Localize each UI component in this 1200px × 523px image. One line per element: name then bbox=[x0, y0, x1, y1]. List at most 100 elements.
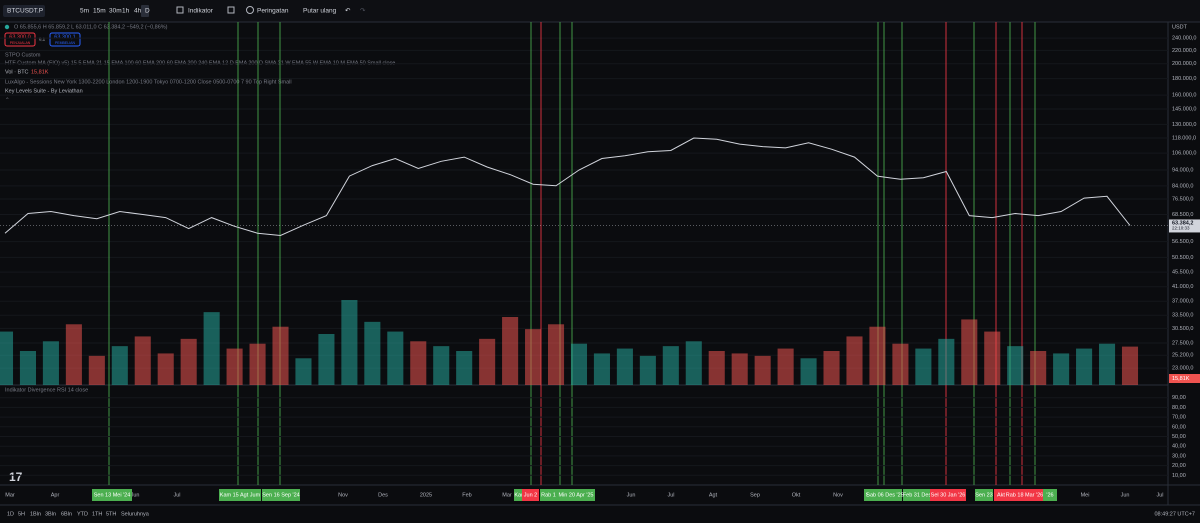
collapse-arrow[interactable]: ⌃ bbox=[5, 96, 10, 103]
last-price-label: 63.384,2 bbox=[1172, 220, 1193, 226]
range-button[interactable]: 1Bln bbox=[30, 511, 41, 517]
date-badge-label: '26 bbox=[1046, 492, 1053, 498]
interval[interactable]: 30m bbox=[109, 8, 122, 15]
rsi-tick-label: 20,00 bbox=[1172, 463, 1186, 469]
volume-bar bbox=[685, 341, 702, 385]
date-badge bbox=[262, 489, 300, 501]
buy-label[interactable]: PEMBELIAN bbox=[55, 41, 76, 45]
volume-bar bbox=[502, 317, 519, 385]
date-badge-label: Rab 1 bbox=[541, 492, 556, 498]
volume-bar bbox=[938, 338, 955, 385]
volume-bar bbox=[387, 331, 404, 385]
rsi-tick-label: 30,00 bbox=[1172, 453, 1186, 459]
y-tick-label: 25.200,0 bbox=[1172, 353, 1193, 359]
buy-price[interactable]: 63.300,1 bbox=[54, 34, 75, 40]
range-button[interactable]: YTD bbox=[77, 511, 88, 517]
indicator-name[interactable]: Key Levels Suite - By Leviathan bbox=[5, 88, 83, 94]
indicators-button[interactable]: Indikator bbox=[188, 8, 214, 15]
x-tick-label: 2025 bbox=[420, 492, 432, 498]
date-badge bbox=[540, 489, 557, 501]
logo: 17 bbox=[9, 470, 23, 484]
interval[interactable]: 4h bbox=[134, 8, 142, 15]
sell-box[interactable] bbox=[4, 32, 36, 47]
date-badge bbox=[249, 489, 261, 501]
range-button[interactable]: 6Bln bbox=[61, 511, 72, 517]
date-badge-label: Rab 18 Mar '26 bbox=[1006, 492, 1043, 498]
rsi-name[interactable]: Indikator Divergence RSI 14 close bbox=[5, 387, 88, 393]
volume-tag bbox=[1169, 374, 1200, 383]
volume-bar bbox=[846, 336, 863, 385]
x-tick-label: Nov bbox=[338, 492, 348, 498]
toolbar bbox=[0, 0, 1200, 22]
redo[interactable]: ↷ bbox=[360, 8, 366, 15]
undo[interactable]: ↶ bbox=[345, 8, 351, 15]
countdown: 22:10:33 bbox=[1172, 226, 1190, 231]
sell-price[interactable]: 63.300,0 bbox=[9, 34, 30, 40]
y-tick-label: 56.500,0 bbox=[1172, 239, 1193, 245]
volume-bar bbox=[777, 348, 794, 385]
currency[interactable]: USDT bbox=[1172, 24, 1188, 30]
y-tick-label: 220.000,0 bbox=[1172, 48, 1196, 54]
y-tick-label: 27.500,0 bbox=[1172, 340, 1193, 346]
range-button[interactable]: 3Bln bbox=[45, 511, 56, 517]
indicator-name[interactable]: LuxAlgo - Sessions New York 1300-2200 Lo… bbox=[5, 79, 292, 85]
volume-bar bbox=[1076, 348, 1093, 385]
interval[interactable]: 15m bbox=[93, 8, 106, 15]
volume-bar bbox=[1053, 353, 1070, 385]
interval[interactable]: 1h bbox=[122, 8, 130, 15]
y-tick-label: 30.500,0 bbox=[1172, 326, 1193, 332]
volume-bar bbox=[593, 353, 610, 385]
x-tick-label: Feb bbox=[462, 492, 471, 498]
y-tick-label: 94.000,0 bbox=[1172, 167, 1193, 173]
date-badge bbox=[975, 489, 993, 501]
rsi-tick-label: 40,00 bbox=[1172, 444, 1186, 450]
y-tick-label: 23.000,0 bbox=[1172, 366, 1193, 372]
indicator-name[interactable]: Vol · BTC bbox=[5, 69, 29, 75]
interval-active[interactable] bbox=[141, 5, 149, 17]
volume-bar bbox=[42, 341, 59, 385]
date-badge-label: Kam 15 Agt bbox=[220, 492, 249, 498]
volume-bar bbox=[961, 319, 978, 385]
y-tick-label: 200.000,0 bbox=[1172, 61, 1196, 67]
volume-bar bbox=[180, 338, 197, 385]
volume-bar bbox=[19, 351, 36, 385]
rsi-tick-label: 70,00 bbox=[1172, 415, 1186, 421]
volume-bar bbox=[639, 355, 656, 385]
layout-icon[interactable] bbox=[227, 6, 235, 14]
range-button[interactable]: 1TH bbox=[92, 511, 102, 517]
y-tick-label: 45.500,0 bbox=[1172, 270, 1193, 276]
buy-box[interactable] bbox=[49, 32, 81, 47]
volume-bar bbox=[800, 358, 817, 385]
symbol-box[interactable] bbox=[3, 5, 45, 17]
x-tick-label: Mar bbox=[5, 492, 15, 498]
volume-bar bbox=[456, 351, 473, 385]
range-button[interactable]: 5H bbox=[18, 511, 25, 517]
volume-bar bbox=[892, 343, 909, 385]
y-tick-label: 240.000,0 bbox=[1172, 36, 1196, 42]
range-button[interactable]: 5TH bbox=[106, 511, 116, 517]
range-button[interactable]: Seluruhnya bbox=[121, 511, 150, 517]
volume-bar bbox=[203, 312, 220, 385]
symbol[interactable]: BTCUSDT.P bbox=[7, 8, 43, 15]
indicator-name[interactable]: STPO Custom bbox=[5, 52, 41, 58]
volume-bar bbox=[364, 321, 381, 385]
replay-button[interactable]: Putar ulang bbox=[303, 8, 337, 15]
alerts-button[interactable]: Peringatan bbox=[257, 8, 289, 15]
volume-bar bbox=[1030, 351, 1047, 385]
sell-label[interactable]: PENJUALAN bbox=[10, 41, 31, 45]
y-tick-label: 37.000,0 bbox=[1172, 299, 1193, 305]
symbol-dot bbox=[4, 24, 10, 30]
volume-bar bbox=[915, 348, 932, 385]
interval[interactable]: D bbox=[145, 8, 150, 15]
volume-bar bbox=[547, 324, 565, 385]
interval[interactable]: 5m bbox=[80, 8, 89, 15]
y-tick-label: 160.000,0 bbox=[1172, 93, 1196, 99]
volume-bar bbox=[616, 348, 633, 385]
volume-bar bbox=[570, 343, 588, 385]
bottom-bar: 1D 5H 1Bln 3Bln 6Bln YTD 1TH 5TH Seluruhnya bbox=[7, 511, 150, 517]
spread: 0,1 bbox=[39, 37, 46, 42]
indicators-icon bbox=[176, 6, 184, 14]
range-button[interactable]: 1D bbox=[7, 511, 14, 517]
